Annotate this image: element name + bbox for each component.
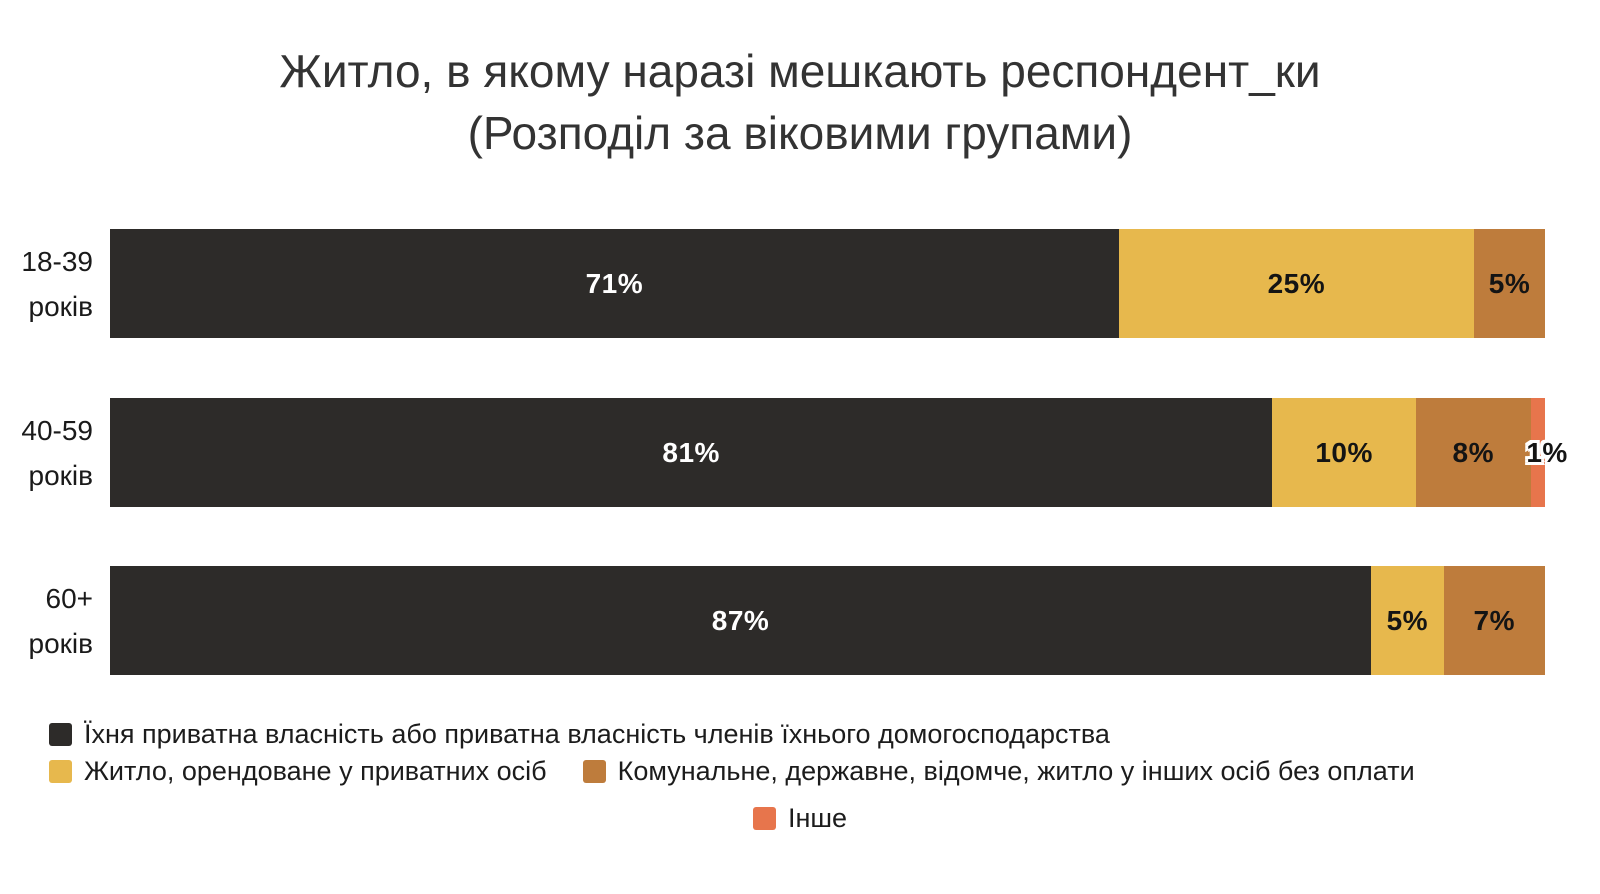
legend-item-rented-private: Житло, орендоване у приватних осіб [49, 756, 547, 787]
category-label-line: років [28, 459, 94, 491]
segment-value-label: 71% [585, 267, 644, 299]
stacked-bar: 87% 5% 7% [110, 566, 1545, 675]
bar-segment-rented-private: 5% [1371, 566, 1444, 675]
category-label-line: років [28, 627, 94, 659]
category-label-line: 40-59 [21, 414, 93, 446]
legend-item-other: Інше [752, 803, 848, 834]
bar-segment-private-property: 87% [110, 566, 1372, 675]
category-label: 40-59 років [0, 408, 93, 498]
segment-value-label: 5% [1488, 267, 1531, 299]
legend-label: Комунальне, державне, відомче, житло у і… [617, 756, 1415, 786]
chart-title-line1: Житло, в якому наразі мешкають респонден… [279, 45, 1321, 97]
legend-label: Їхня приватна власність або приватна вла… [84, 719, 1110, 749]
legend-row: Інше [0, 803, 1600, 834]
legend-label: Інше [787, 803, 848, 833]
bar-segment-other: 1% [1526, 398, 1567, 507]
segment-value-label: 81% [662, 436, 720, 468]
segment-value-label: 5% [1386, 604, 1429, 636]
legend-swatch-icon [582, 760, 606, 783]
category-label-line: років [28, 290, 94, 322]
legend-swatch-icon [752, 807, 776, 830]
bar-segment-rented-private: 25% [1118, 229, 1474, 338]
legend-item-private-property: Їхня приватна власність або приватна вла… [49, 719, 1110, 750]
segment-value-label: 87% [711, 604, 770, 636]
category-label: 60+ років [0, 576, 94, 666]
bar-row: 60+ років 87% 5% 7% [0, 566, 1600, 675]
segment-value-label: 10% [1315, 436, 1373, 468]
bar-segment-communal-state: 7% [1443, 566, 1545, 675]
legend-label: Житло, орендоване у приватних осіб [84, 756, 547, 786]
bar-segment-private-property: 71% [110, 229, 1119, 338]
stacked-bar: 81% 10% 8% 1% [110, 398, 1567, 507]
legend-item-communal-state: Комунальне, державне, відомче, житло у і… [582, 756, 1415, 787]
legend-row: Житло, орендоване у приватних осіб Комуна… [49, 756, 1415, 787]
category-label: 18-39 років [0, 239, 93, 329]
bar-segment-rented-private: 10% [1272, 398, 1416, 507]
bar-segment-communal-state: 8% [1415, 398, 1531, 507]
legend-swatch-icon [49, 760, 72, 783]
segment-value-label: 1% [1526, 436, 1568, 468]
category-label-line: 60+ [45, 582, 94, 614]
segment-value-label: 25% [1267, 267, 1326, 299]
segment-value-label: 7% [1473, 604, 1515, 636]
category-label-line: 18-39 [21, 245, 93, 277]
legend-swatch-icon [49, 723, 72, 746]
stacked-bar: 71% 25% 5% [110, 229, 1546, 338]
segment-value-label: 8% [1452, 436, 1494, 468]
legend-row: Їхня приватна власність або приватна вла… [49, 719, 1110, 750]
bar-segment-communal-state: 5% [1473, 229, 1546, 338]
bar-row: 18-39 років 71% 25% 5% [0, 229, 1600, 338]
bar-row: 40-59 років 81% 10% 8% 1% [0, 398, 1600, 507]
bar-segment-private-property: 81% [110, 398, 1273, 507]
chart-title: Житло, в якому наразі мешкають респонден… [0, 40, 1600, 164]
chart-title-line2: (Розподіл за віковими групами) [467, 107, 1133, 159]
